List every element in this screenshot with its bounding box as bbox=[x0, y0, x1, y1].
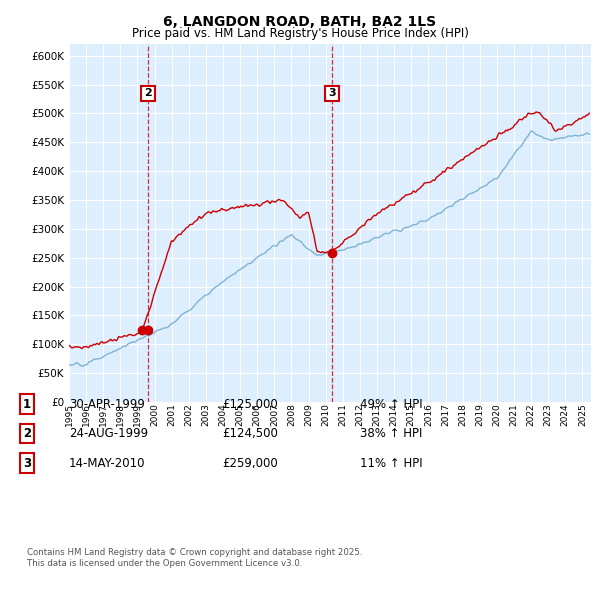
Text: 38% ↑ HPI: 38% ↑ HPI bbox=[360, 427, 422, 440]
Text: £125,000: £125,000 bbox=[222, 398, 278, 411]
Text: 6, LANGDON ROAD, BATH, BA2 1LS: 6, LANGDON ROAD, BATH, BA2 1LS bbox=[163, 15, 437, 29]
Text: £259,000: £259,000 bbox=[222, 457, 278, 470]
Text: 3: 3 bbox=[23, 457, 31, 470]
Text: Contains HM Land Registry data © Crown copyright and database right 2025.
This d: Contains HM Land Registry data © Crown c… bbox=[27, 548, 362, 568]
Text: 2: 2 bbox=[144, 88, 152, 99]
Text: 49% ↑ HPI: 49% ↑ HPI bbox=[360, 398, 422, 411]
Text: 24-AUG-1999: 24-AUG-1999 bbox=[69, 427, 148, 440]
Text: £124,500: £124,500 bbox=[222, 427, 278, 440]
Text: 1: 1 bbox=[23, 398, 31, 411]
Text: 30-APR-1999: 30-APR-1999 bbox=[69, 398, 145, 411]
Text: Price paid vs. HM Land Registry's House Price Index (HPI): Price paid vs. HM Land Registry's House … bbox=[131, 27, 469, 40]
Text: 3: 3 bbox=[328, 88, 336, 99]
Text: 11% ↑ HPI: 11% ↑ HPI bbox=[360, 457, 422, 470]
Text: 14-MAY-2010: 14-MAY-2010 bbox=[69, 457, 146, 470]
Text: 2: 2 bbox=[23, 427, 31, 440]
